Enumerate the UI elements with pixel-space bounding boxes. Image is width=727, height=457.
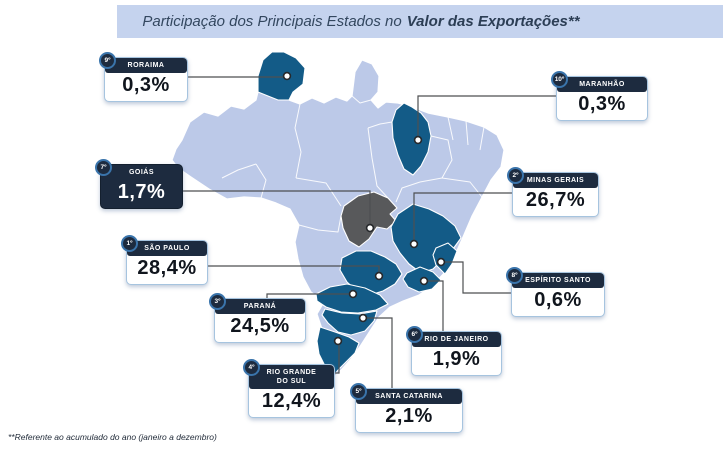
callout-maranhao: 10º MARANHÃO 0,3% [551,71,648,122]
callout-roraima: 9º RORAIMA 0,3% [99,52,188,103]
state-value: 26,7% [525,189,586,212]
state-parana [315,283,389,314]
rank-badge: 5º [350,383,367,400]
callout-santa-catarina: 5º SANTA CATARINA 2,1% [350,383,463,434]
state-sao-paulo [339,250,403,296]
state-name: MINAS GERAIS [513,173,598,189]
state-maranhao [391,102,432,176]
callout-rio-grande-do-sul: 4º RIO GRANDE DO SUL 12,4% [243,359,335,419]
state-name: PARANÁ [215,299,305,315]
state-value: 0,6% [534,289,582,312]
dot-rio-grande-do-sul [333,336,343,346]
callout-parana: 3º PARANÁ 24,5% [209,293,306,344]
callout-rio-de-janeiro: 6º RIO DE JANEIRO 1,9% [406,326,502,377]
state-name: MARANHÃO [557,77,647,93]
dot-goias [365,223,375,233]
dot-minas-gerais [409,239,419,249]
rank-badge: 9º [99,52,116,69]
callout-minas-gerais: 2º MINAS GERAIS 26,7% [507,167,599,218]
dot-rio-de-janeiro [419,276,429,286]
dot-parana [348,289,358,299]
callout-espirito-santo: 8º ESPÍRITO SANTO 0,6% [506,267,605,318]
state-name: ESPÍRITO SANTO [512,273,604,289]
state-value: 24,5% [230,315,290,338]
state-name: RIO GRANDE DO SUL [249,365,334,390]
state-borders [221,95,485,233]
title-bar: Participação dos Principais Estados no V… [117,5,723,38]
page-title: Participação dos Principais Estados no [142,13,402,30]
rank-badge: 7º [95,159,112,176]
rank-badge: 1º [121,235,138,252]
rank-badge: 4º [243,359,260,376]
state-value: 28,4% [137,257,197,280]
dot-espirito-santo [436,257,446,267]
state-marker-dots [282,71,446,346]
state-value: 12,4% [261,390,322,413]
footnote: **Referente ao acumulado do ano (janeiro… [8,432,217,442]
callout-goias: 7º GOIÁS 1,7% [95,159,183,210]
state-espirito-santo [432,242,458,275]
state-value: 1,9% [432,348,481,371]
state-value: 0,3% [578,93,626,116]
rank-badge: 6º [406,326,423,343]
state-rio-grande-do-sul [316,326,360,377]
callout-sao-paulo: 1º SÃO PAULO 28,4% [121,235,208,286]
state-value: 0,3% [122,74,170,97]
rank-badge: 10º [551,71,568,88]
state-name: SANTA CATARINA [356,389,462,405]
state-name: SÃO PAULO [127,241,207,257]
state-roraima [257,51,306,101]
dot-santa-catarina [358,313,368,323]
state-name: RIO DE JANEIRO [412,332,501,348]
dot-maranhao [413,135,423,145]
state-goias [340,191,398,248]
state-value: 1,7% [117,181,166,204]
page-title-bold: Valor das Exportações** [406,13,580,30]
state-value: 2,1% [385,405,433,428]
state-name: GOIÁS [101,165,182,181]
dot-roraima [282,71,292,81]
rank-badge: 2º [507,167,524,184]
dot-sao-paulo [374,271,384,281]
rank-badge: 8º [506,267,523,284]
state-name: RORAIMA [105,58,187,74]
rank-badge: 3º [209,293,226,310]
